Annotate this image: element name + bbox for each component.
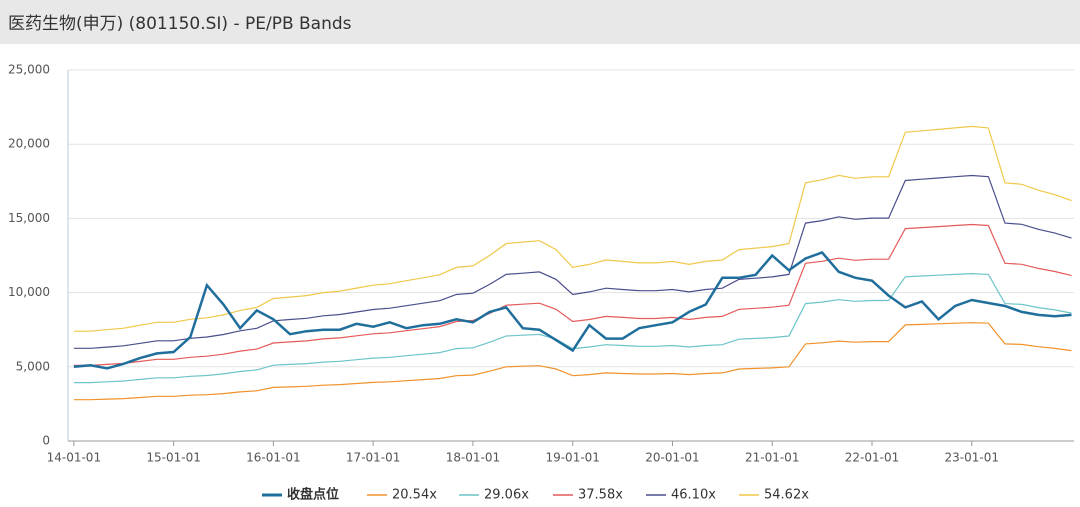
x-tick-label: 21-01-01 [745, 451, 799, 465]
x-tick-label: 22-01-01 [845, 451, 899, 465]
legend-label: 54.62x [764, 488, 809, 503]
x-tick-label: 17-01-01 [346, 451, 400, 465]
y-tick-label: 5,000 [16, 359, 50, 373]
x-tick-label: 14-01-01 [47, 451, 101, 465]
series-line [73, 322, 1072, 401]
x-tick-label: 15-01-01 [146, 451, 200, 465]
series-line [73, 174, 1072, 349]
legend-label: 29.06x [484, 488, 529, 503]
y-tick-label: 20,000 [8, 137, 50, 151]
header: 医药生物(申万) (801150.SI) - PE/PB Bands [0, 0, 1080, 44]
x-tick-label: 19-01-01 [545, 451, 599, 465]
legend-label: 20.54x [392, 488, 437, 503]
y-tick-label: 0 [42, 434, 50, 448]
x-tick-label: 16-01-01 [246, 451, 300, 465]
chart-title: 医药生物(申万) (801150.SI) - PE/PB Bands [8, 14, 352, 34]
series-line [73, 125, 1072, 332]
y-tick-label: 25,000 [8, 63, 50, 77]
y-tick-label: 15,000 [8, 211, 50, 225]
y-tick-label: 10,000 [8, 285, 50, 299]
series-line [73, 251, 1072, 370]
chart: 0 5,000 10,000 15,000 20,000 25,000 14-01-01 15… [8, 63, 1074, 503]
x-tick-label: 20-01-01 [645, 451, 699, 465]
legend-label: 46.10x [671, 488, 716, 503]
x-tick-label: 18-01-01 [446, 451, 500, 465]
x-tick-label: 23-01-01 [945, 451, 999, 465]
legend: 收盘点位 20.54x 29.06x 37.58x 46.10x 54.62x [262, 487, 809, 503]
series-line [73, 272, 1072, 384]
series-line [73, 223, 1072, 366]
legend-label: 37.58x [578, 488, 623, 503]
legend-label: 收盘点位 [287, 487, 339, 503]
